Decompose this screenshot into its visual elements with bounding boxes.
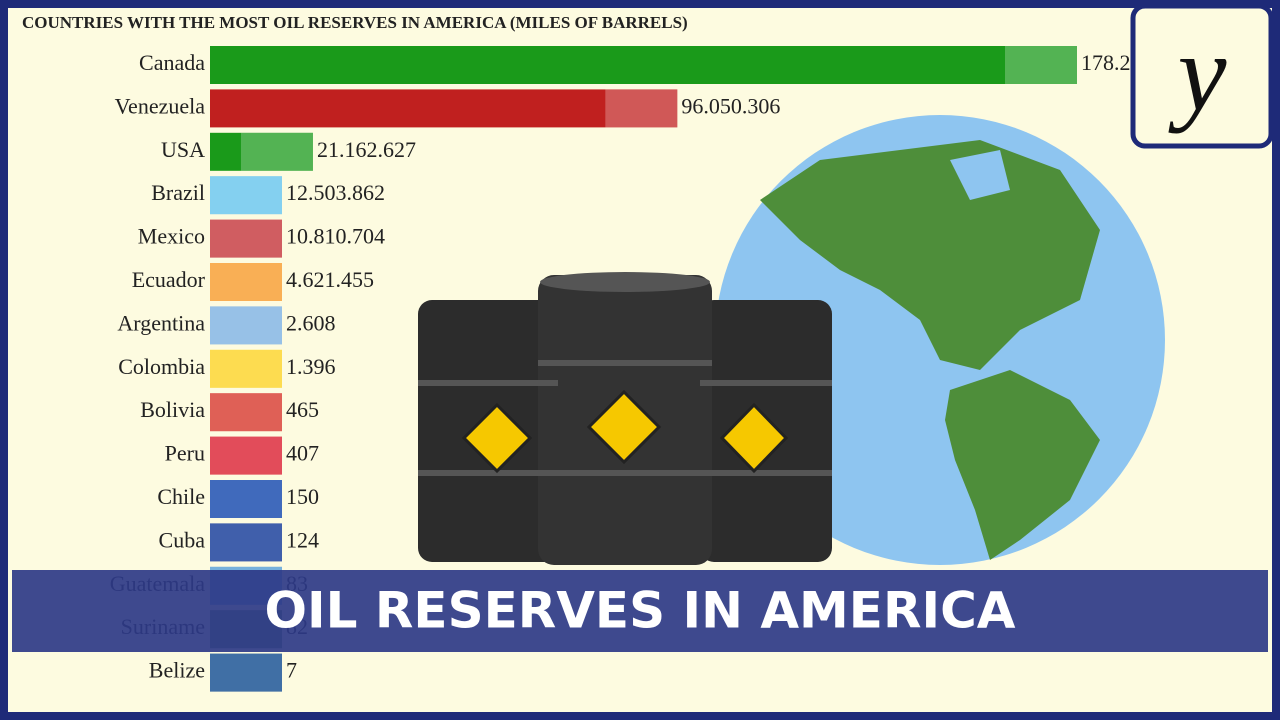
value-label: 4.621.455 [286,267,374,292]
value-label: 21.162.627 [317,137,416,162]
flag [210,349,282,388]
banner-title: OIL RESERVES IN AMERICA [265,582,1016,640]
category-label: Brazil [151,180,205,205]
category-label: Ecuador [132,267,206,292]
value-label: 465 [286,397,319,422]
value-label: 2.608 [286,310,336,335]
oil-barrels [418,272,832,565]
flag [605,89,678,128]
flag [210,436,282,475]
category-label: Bolivia [140,397,205,422]
value-label: 12.503.862 [286,180,385,205]
category-label: Peru [165,441,205,466]
flag [210,653,282,692]
value-label: 10.810.704 [286,224,385,249]
flag [1005,46,1077,84]
bar [210,176,282,215]
chart-title: COUNTRIES WITH THE MOST OIL RESERVES IN … [22,13,688,32]
flag [210,523,282,562]
bar [210,89,678,128]
value-label: 96.050.306 [681,93,780,118]
category-label: Venezuela [115,93,206,118]
flag [240,132,313,171]
bar [210,653,282,692]
bar [210,263,282,301]
banner-background [12,570,1268,652]
value-label: 7 [286,658,297,683]
bar [210,46,1077,84]
flag [210,176,282,215]
value-label: 407 [286,441,319,466]
bar [210,349,282,388]
category-label: Colombia [118,354,205,379]
category-label: Belize [149,658,205,683]
flag [210,393,282,432]
flag [210,263,282,301]
bar [210,132,313,171]
logo-text: y [1168,11,1227,133]
bar [210,219,282,258]
flag [210,306,282,345]
category-label: Cuba [159,527,206,552]
category-label: Argentina [117,310,205,335]
flag [210,219,282,258]
value-label: 178.2 [1081,50,1131,75]
value-label: 124 [286,527,319,552]
category-label: Mexico [138,224,205,249]
value-label: 1.396 [286,354,336,379]
bar [210,480,282,518]
logo [1130,3,1274,149]
bar [210,436,282,475]
category-label: Chile [157,484,205,509]
category-label: Canada [139,50,205,75]
bar [210,306,282,345]
value-label: 150 [286,484,319,509]
flag [210,480,282,518]
bar [210,523,282,562]
bar [210,393,282,432]
category-label: USA [161,137,205,162]
